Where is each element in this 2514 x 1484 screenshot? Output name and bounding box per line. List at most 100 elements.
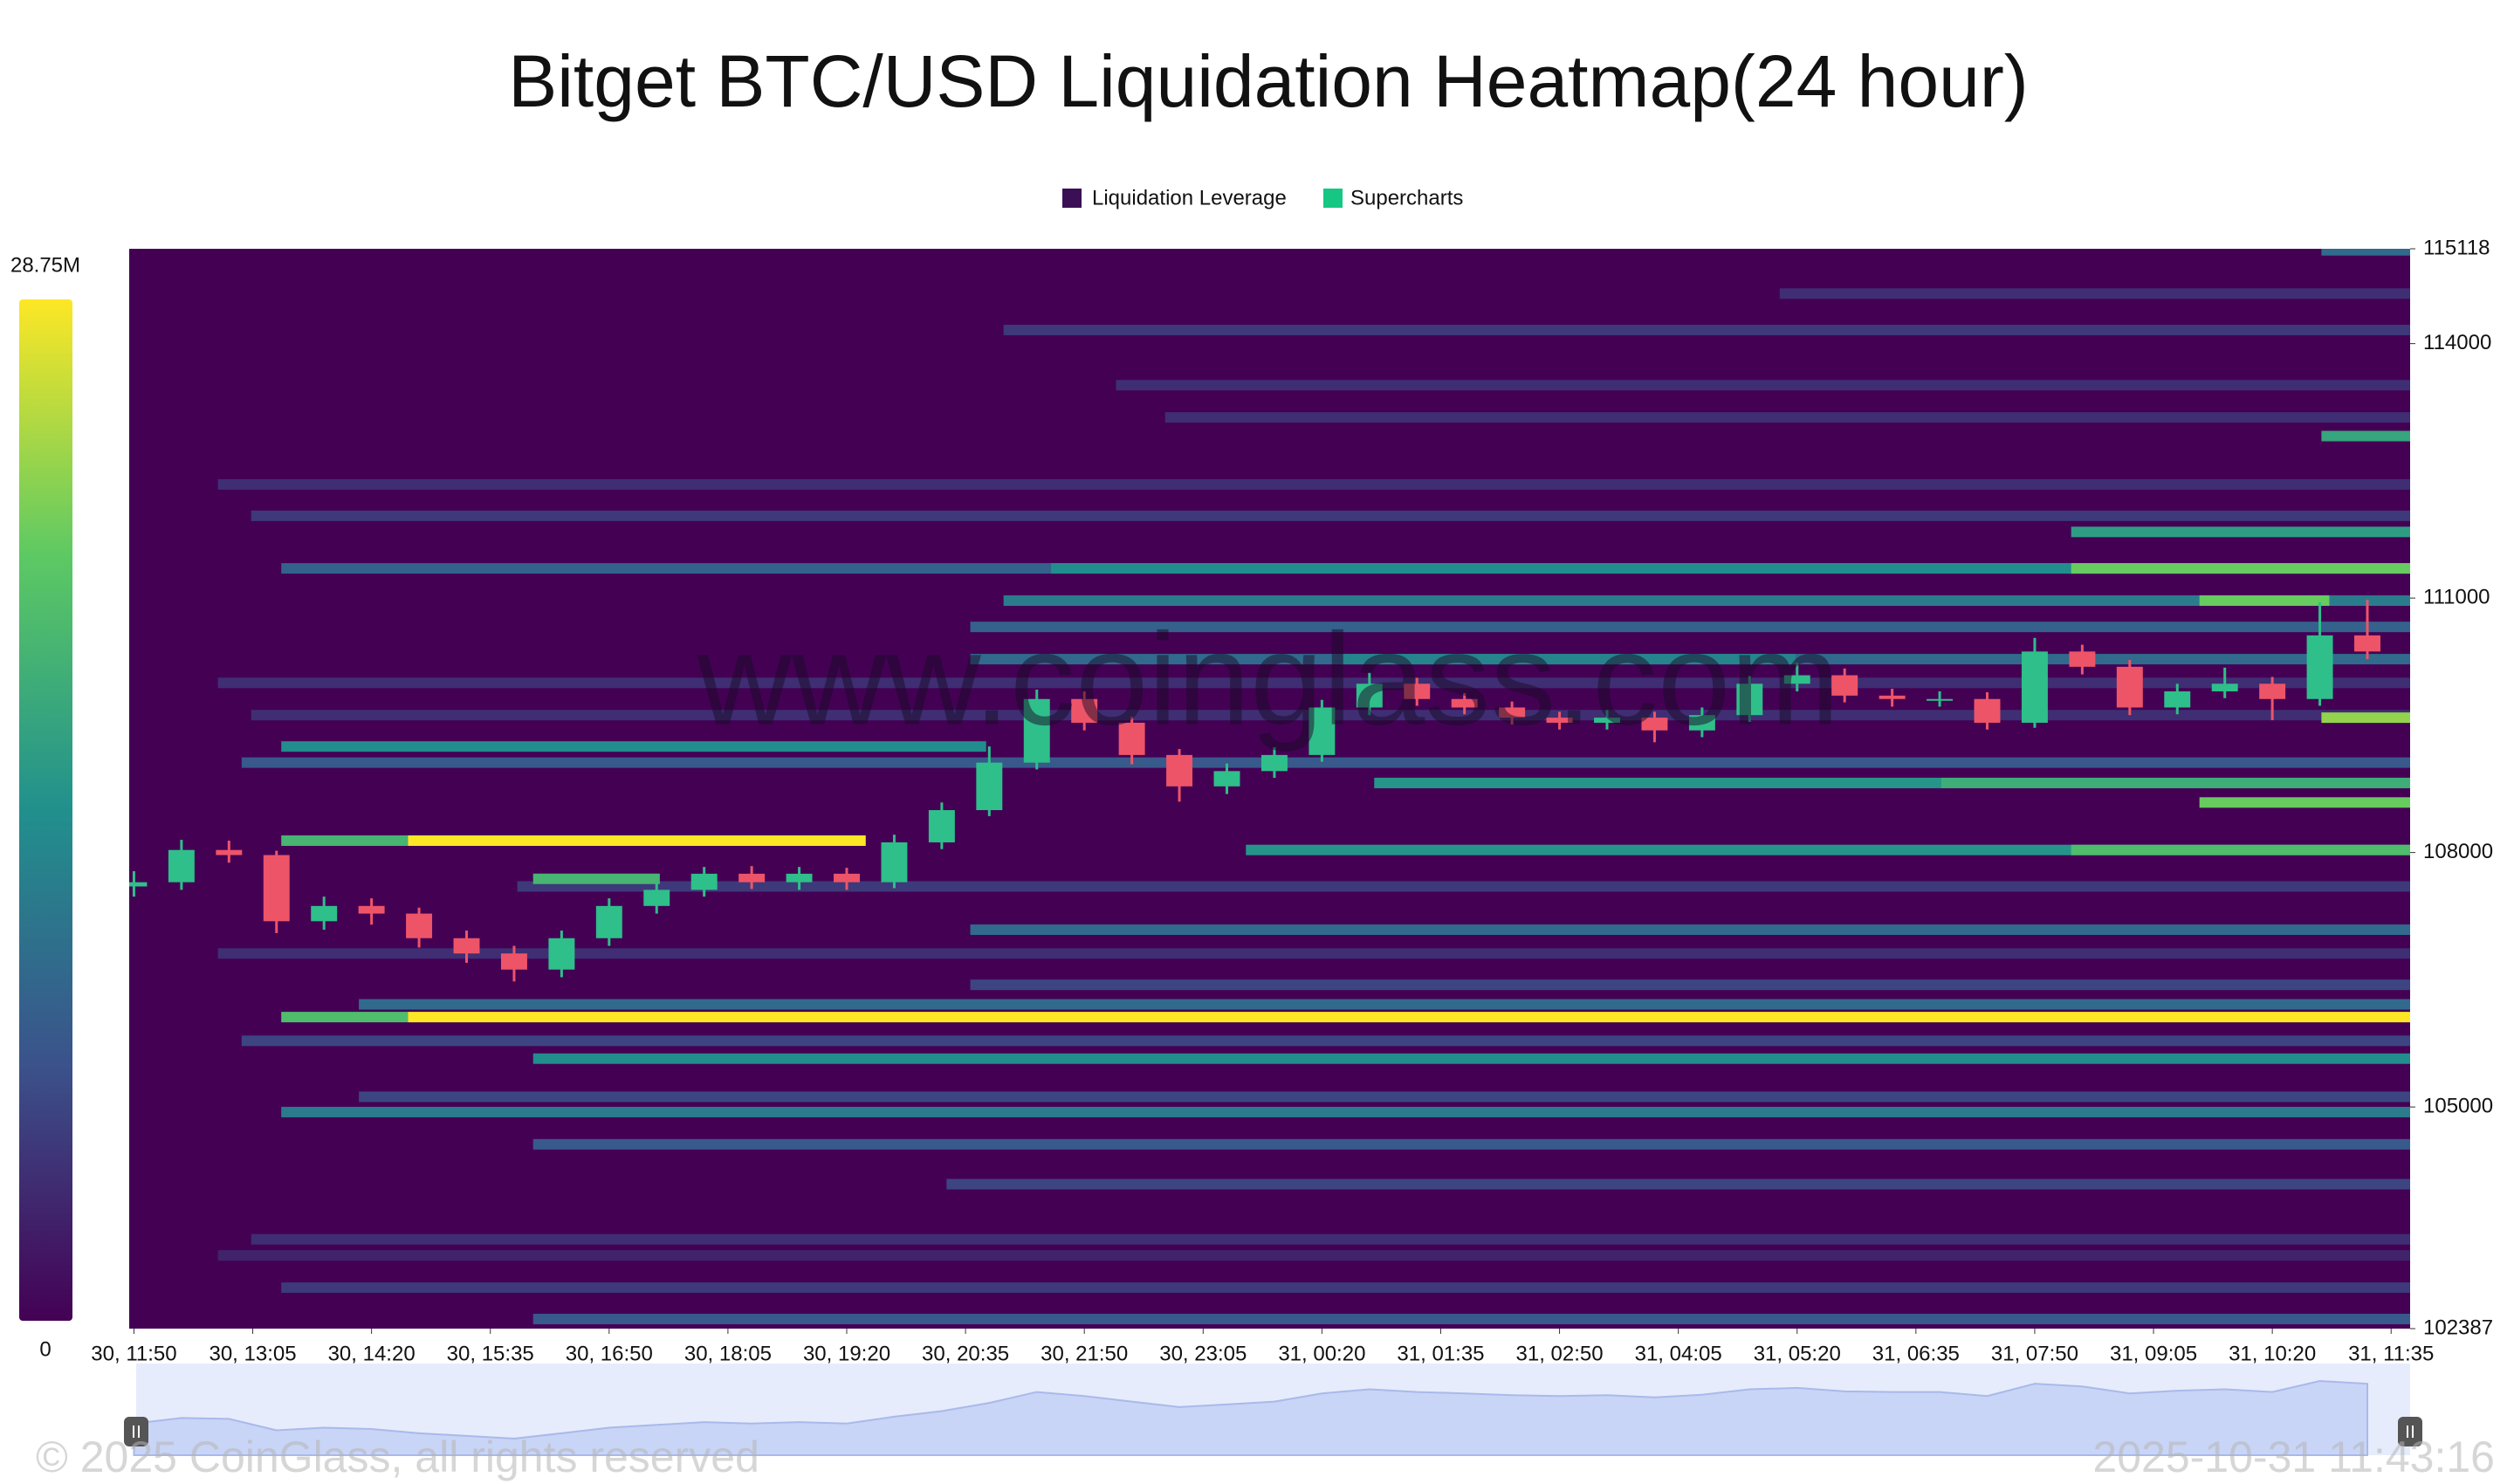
candle-body [1071, 698, 1098, 723]
heat-band [217, 677, 2410, 689]
candle-body [1831, 675, 1858, 696]
heat-band [1003, 595, 2410, 607]
heat-band [281, 1012, 409, 1023]
candle-body [1546, 718, 1573, 723]
legend-swatch[interactable] [1062, 189, 1082, 208]
legend-label[interactable]: Supercharts [1350, 186, 1463, 210]
candle-body [1118, 722, 1145, 755]
heat-band [1164, 412, 2410, 423]
candle-body [1404, 684, 1431, 699]
candle-body [1641, 718, 1668, 731]
y-tick-label: 102387 [2423, 1316, 2493, 1339]
heat-band [2321, 712, 2410, 724]
x-tick-label: 31, 05:20 [1754, 1342, 1841, 1365]
x-tick-label: 30, 13:05 [209, 1342, 296, 1365]
heat-band [359, 999, 2410, 1010]
candle-body [2116, 666, 2143, 708]
y-tick-label: 111000 [2423, 585, 2490, 608]
x-tick-label: 30, 21:50 [1041, 1342, 1128, 1365]
candle-body [263, 855, 290, 922]
candle-body [2354, 635, 2380, 652]
heat-band [408, 1012, 2410, 1023]
heat-band [2071, 526, 2410, 538]
x-tick-label: 31, 02:50 [1516, 1342, 1604, 1365]
heat-band [1342, 654, 1796, 665]
candle-body [595, 905, 622, 938]
heat-band [281, 1106, 2410, 1117]
candle-body [1023, 698, 1050, 763]
chart-title: Bitget BTC/USD Liquidation Heatmap(24 ho… [508, 40, 2029, 122]
heat-band [217, 1250, 2410, 1261]
heat-band [281, 1282, 2410, 1294]
candle-body [1974, 698, 2001, 723]
colorbar-label: 0 [39, 1337, 51, 1361]
candle-body [786, 873, 813, 883]
candle-body [1688, 715, 1715, 731]
candle-body [406, 913, 433, 938]
candle-body [358, 905, 385, 914]
x-tick-label: 31, 00:20 [1278, 1342, 1365, 1365]
colorbar-label: 28.75M [10, 253, 80, 277]
heatmap-layer [129, 249, 2410, 1325]
heat-band [2071, 844, 2410, 855]
x-tick-label: 30, 16:50 [566, 1342, 653, 1365]
navigator-handle[interactable] [2398, 1417, 2422, 1446]
heat-band [970, 622, 2410, 633]
heat-band [2199, 797, 2410, 808]
candle-body [1309, 707, 1336, 755]
candle-body [881, 842, 908, 883]
candle-body [311, 905, 338, 922]
candle-body [1879, 695, 1906, 699]
candle-body [738, 873, 766, 883]
candle-body [1356, 684, 1383, 708]
heat-band [970, 924, 2410, 936]
heat-band [241, 1035, 2410, 1047]
candle-body [548, 938, 575, 970]
x-tick-label: 30, 11:50 [91, 1342, 176, 1365]
candle-body [690, 873, 718, 890]
heat-band [251, 510, 2410, 521]
heat-band [532, 873, 660, 884]
heat-band [281, 741, 986, 752]
heat-band [1051, 563, 2410, 574]
candle-body [2306, 635, 2333, 699]
candle-body [2211, 684, 2238, 692]
heat-band [2199, 595, 2330, 607]
x-tick-label: 30, 20:35 [922, 1342, 1009, 1365]
candle-body [2069, 651, 2096, 667]
heat-band [2321, 430, 2410, 442]
candle-body [168, 849, 195, 883]
heat-band [217, 478, 2410, 490]
copyright: © 2025 CoinGlass, all rights reserved [36, 1432, 759, 1481]
heat-band [1003, 325, 2410, 336]
x-tick-label: 31, 06:35 [1872, 1342, 1960, 1365]
heat-band [2321, 249, 2410, 256]
heat-band [1779, 288, 2410, 299]
candle-body [1213, 771, 1240, 787]
x-tick-label: 31, 09:05 [2110, 1342, 2197, 1365]
plot-background [129, 249, 2410, 1329]
x-tick-label: 30, 14:20 [328, 1342, 416, 1365]
candle-body [1166, 754, 1193, 787]
heat-band [408, 835, 866, 847]
legend-label[interactable]: Liquidation Leverage [1092, 186, 1287, 210]
heat-band [970, 979, 2410, 991]
heat-band [217, 948, 2410, 959]
x-tick-label: 30, 18:05 [684, 1342, 772, 1365]
heat-band [1940, 777, 2410, 788]
legend-swatch[interactable] [1323, 189, 1343, 208]
y-tick-label: 114000 [2423, 331, 2491, 354]
heat-band [251, 1233, 2410, 1245]
candle-body [834, 873, 860, 883]
candle-body [1260, 754, 1288, 772]
navigator-handle[interactable] [124, 1417, 148, 1446]
candle-body [2259, 684, 2286, 699]
y-tick-label: 105000 [2423, 1094, 2493, 1117]
candle-body [453, 938, 480, 954]
heat-band [1116, 380, 2410, 391]
x-tick-label: 31, 11:35 [2348, 1342, 2434, 1365]
x-tick-label: 31, 10:20 [2229, 1342, 2316, 1365]
candle-body [2164, 691, 2191, 708]
candle-body [500, 953, 527, 970]
